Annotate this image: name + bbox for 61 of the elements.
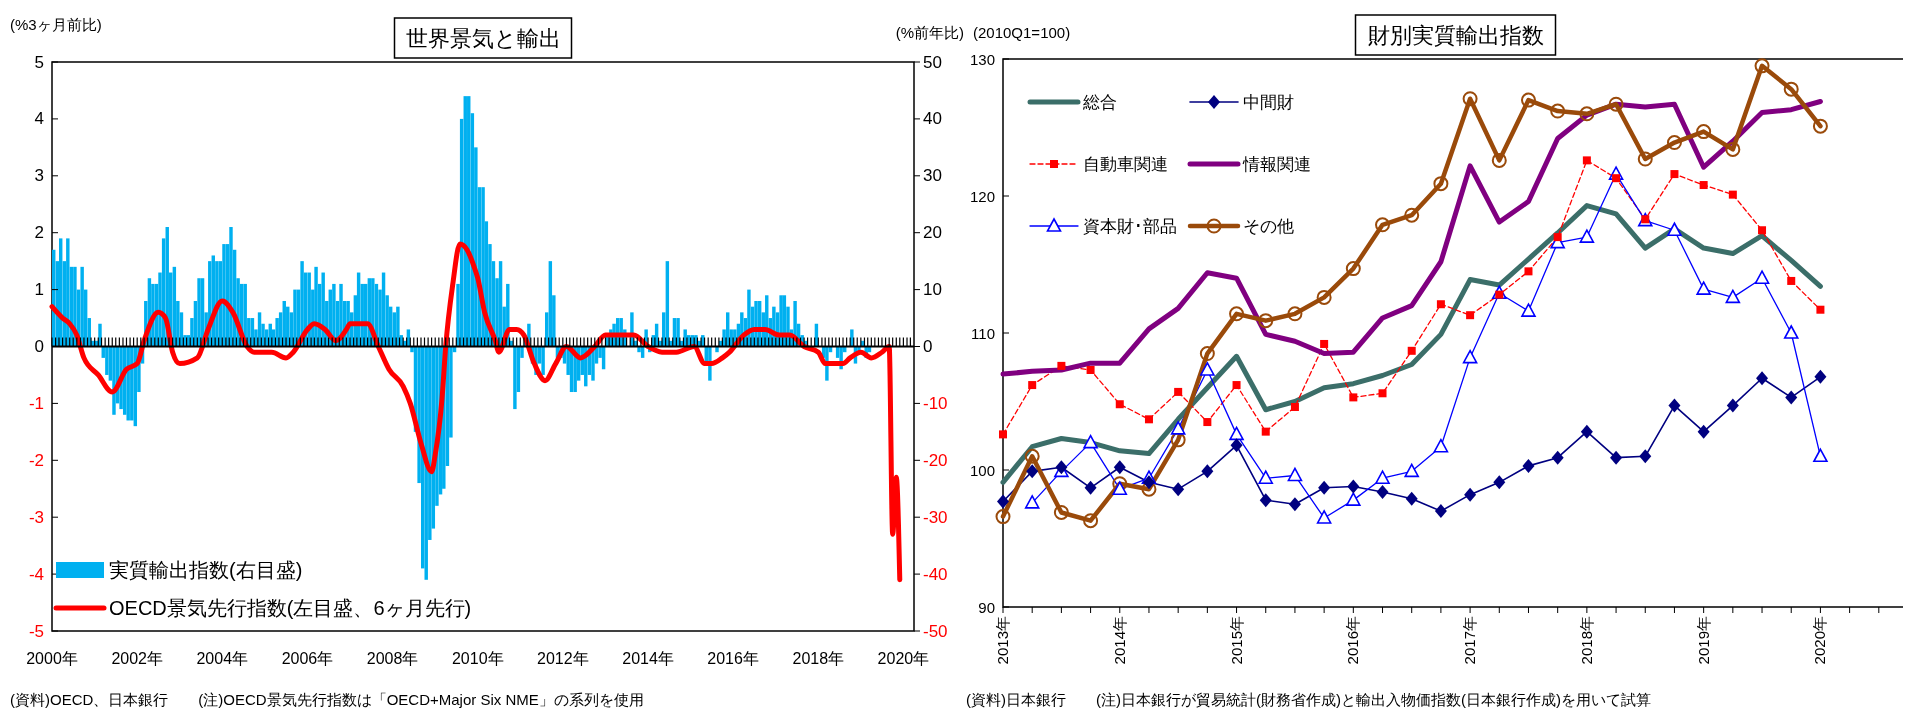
y-tick-label: 4 xyxy=(34,109,44,129)
legend-label: 資本財･部品 xyxy=(1083,216,1177,236)
y-tick-label: -2 xyxy=(28,450,44,470)
y-tick-label: -3 xyxy=(28,507,44,527)
legend-label: その他 xyxy=(1243,216,1294,236)
x-tick-label: 2015年 xyxy=(1227,616,1245,665)
x-tick-label: 2018年 xyxy=(792,650,845,667)
x-tick-label: 2002年 xyxy=(111,650,163,667)
x-tick-label: 2008年 xyxy=(366,650,419,667)
y2-tick-label: -10 xyxy=(923,393,948,413)
y-tick-label: 100 xyxy=(969,461,995,479)
y-axis-title: (%3ヶ月前比) xyxy=(10,16,102,33)
y2-tick-label: 40 xyxy=(923,109,942,129)
y-tick-label: 1 xyxy=(34,280,44,300)
y-tick-label: 2 xyxy=(34,223,44,243)
y-tick-label: 0 xyxy=(34,337,44,356)
y2-tick-label: 10 xyxy=(923,280,942,300)
x-tick-label: 2014年 xyxy=(622,650,674,667)
legend-label: 情報関連 xyxy=(1242,154,1311,174)
y-tick-label: 110 xyxy=(971,324,995,342)
x-tick-label: 2006年 xyxy=(281,650,334,667)
y2-tick-label: -40 xyxy=(923,564,948,584)
y-tick-label: 120 xyxy=(969,187,995,205)
legend-label: 実質輸出指数(右目盛) xyxy=(109,559,303,581)
x-tick-label: 2018年 xyxy=(1577,616,1595,665)
legend-label: 自動車関連 xyxy=(1083,154,1168,174)
x-tick-label: 2010年 xyxy=(451,650,504,667)
y2-tick-label: 50 xyxy=(923,52,942,72)
y2-tick-label: -20 xyxy=(923,450,948,470)
x-tick-label: 2013年 xyxy=(994,616,1011,665)
x-tick-label: 2000年 xyxy=(26,650,78,667)
x-tick-label: 2004年 xyxy=(196,650,249,667)
y-tick-label: 3 xyxy=(34,166,44,186)
y-axis-title: (2010Q1=100) xyxy=(973,24,1071,41)
y2-tick-label: 0 xyxy=(923,337,933,356)
y-tick-label: 90 xyxy=(978,598,995,616)
x-tick-label: 2016年 xyxy=(707,650,759,667)
y-tick-label: -5 xyxy=(28,621,44,641)
x-tick-label: 2020年 xyxy=(1811,616,1829,665)
y2-tick-label: 20 xyxy=(923,223,942,243)
legend-label: 中間財 xyxy=(1243,92,1294,112)
text: (資料)OECD、日本銀行 (注)OECD景気先行指数は「OECD+Major Six NME」の系列を使用 xyxy=(10,691,644,708)
x-tick-label: 2020年 xyxy=(877,650,930,667)
y2-axis-title: (%前年比) xyxy=(895,24,964,41)
text: (資料)日本銀行 (注)日本銀行が貿易統計(財務省作成)と輸出入物価指数(日本銀行作成)を用いて試算 xyxy=(966,691,1651,708)
y-tick-label: -1 xyxy=(28,393,44,413)
y2-tick-label: -30 xyxy=(923,507,948,527)
chart-title: 財別実質輸出指数 xyxy=(1367,22,1544,48)
x-tick-label: 2016年 xyxy=(1344,616,1362,665)
x-tick-label: 2014年 xyxy=(1110,616,1128,665)
y2-tick-label: -50 xyxy=(923,621,948,641)
y-tick-label: 5 xyxy=(34,52,44,72)
x-tick-label: 2017年 xyxy=(1461,616,1479,665)
x-tick-label: 2012年 xyxy=(537,650,589,667)
chart-title: 世界景気と輸出 xyxy=(405,25,561,51)
legend-label: OECD景気先行指数(左目盛、6ヶ月先行) xyxy=(109,597,472,619)
x-tick-label: 2019年 xyxy=(1694,616,1712,665)
y2-tick-label: 30 xyxy=(923,166,942,186)
y-tick-label: -4 xyxy=(28,564,44,584)
y-tick-label: 130 xyxy=(969,50,995,68)
legend-label: 総合 xyxy=(1082,92,1117,112)
